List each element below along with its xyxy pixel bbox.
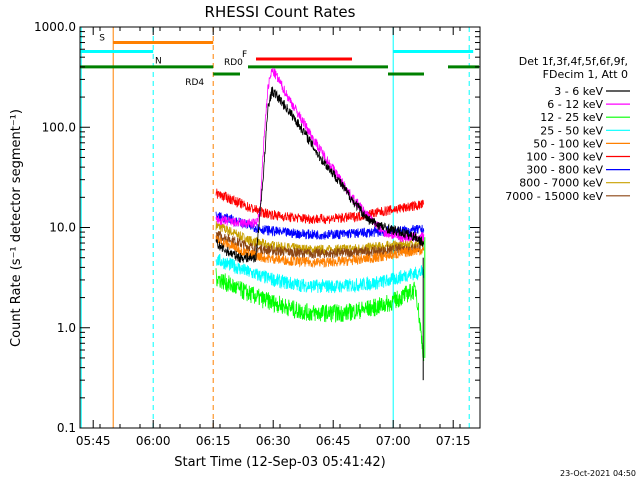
y-tick-label-0: 0.1 xyxy=(57,421,76,435)
legend-header-1: FDecim 1, Att 0 xyxy=(543,68,628,81)
x-tick-label-4: 06:45 xyxy=(316,434,351,448)
x-tick-label-3: 06:30 xyxy=(256,434,291,448)
y-tick-label-1: 1.0 xyxy=(57,321,76,335)
y-tick-label-4: 1000.0 xyxy=(34,20,76,34)
y-tick-label-3: 100.0 xyxy=(42,120,76,134)
series-line-0 xyxy=(215,86,425,264)
legend-label-8: 7000 - 15000 keV xyxy=(505,190,603,203)
legend-label-0: 3 - 6 keV xyxy=(554,85,603,98)
x-tick-label-1: 06:00 xyxy=(136,434,171,448)
series-line-2 xyxy=(215,268,425,362)
legend-label-5: 100 - 300 keV xyxy=(526,151,603,164)
legend-label-4: 50 - 100 keV xyxy=(533,137,603,150)
series-line-1 xyxy=(215,67,425,243)
legend-label-7: 800 - 7000 keV xyxy=(519,177,603,190)
legend-label-1: 6 - 12 keV xyxy=(547,98,603,111)
flag-label-7: RD4 xyxy=(185,78,204,88)
y-tick-label-2: 10.0 xyxy=(49,221,76,235)
series-line-4 xyxy=(215,235,425,268)
series-line-3 xyxy=(215,253,425,294)
legend-header-0: Det 1f,3f,4f,5f,6f,9f, xyxy=(519,55,628,68)
axes: 05:45 06:00 06:15 06:30 06:45 07:00 07:15 0.1 1.… xyxy=(34,20,481,448)
x-tick-label-2: 06:15 xyxy=(196,434,231,448)
legend: Det 1f,3f,4f,5f,6f,9f,FDecim 1, Att 0 3 -… xyxy=(505,55,630,203)
legend-label-2: 12 - 25 keV xyxy=(540,111,603,124)
flag-label-1: N xyxy=(155,56,162,66)
x-tick-label-0: 05:45 xyxy=(76,434,111,448)
series-line-5 xyxy=(215,188,425,225)
flag-label-5: RD0 xyxy=(224,58,243,68)
y-axis-label: Count Rate (s⁻¹ detector segment⁻¹) xyxy=(9,109,24,347)
flag-label-0: S xyxy=(99,34,105,44)
x-axis-label: Start Time (12-Sep-03 05:41:42) xyxy=(174,455,385,470)
chart-title: RHESSI Count Rates xyxy=(205,3,356,21)
series-line-8 xyxy=(215,231,424,260)
legend-label-6: 300 - 800 keV xyxy=(526,164,603,177)
footer-date: 23-Oct-2021 04:50 xyxy=(560,469,636,478)
x-tick-label-6: 07:15 xyxy=(436,434,471,448)
flag-label-3: F xyxy=(242,50,247,60)
legend-label-3: 25 - 50 keV xyxy=(540,124,603,137)
x-tick-label-5: 07:00 xyxy=(376,434,411,448)
